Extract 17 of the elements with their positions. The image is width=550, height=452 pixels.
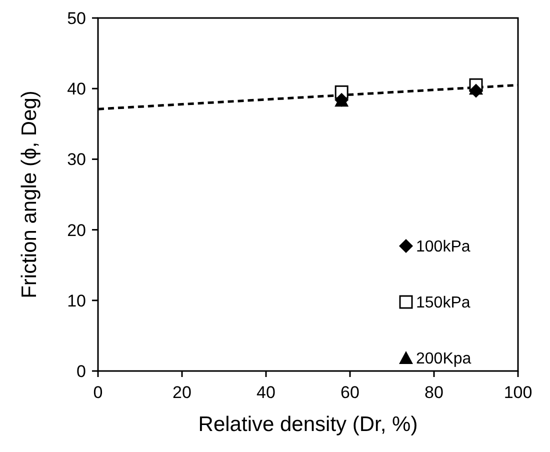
y-tick-label: 50	[67, 8, 86, 28]
legend-label: 150kPa	[416, 294, 470, 312]
legend-label: 200Kpa	[416, 350, 472, 368]
y-tick-label: 40	[67, 80, 86, 99]
x-tick-label: 80	[424, 383, 444, 402]
y-tick-label: 0	[76, 362, 86, 381]
y-axis-title: Friction angle (ϕ, Deg)	[18, 90, 41, 298]
x-tick-label: 20	[172, 383, 192, 402]
legend-label: 100kPa	[416, 238, 470, 256]
x-tick-label: 100	[504, 383, 532, 402]
y-tick-label: 30	[67, 150, 86, 170]
x-tick-label: 0	[93, 383, 103, 402]
y-tick-label: 20	[67, 220, 86, 240]
x-tick-label: 60	[340, 383, 360, 402]
x-axis-title: Relative density (Dr, %)	[198, 413, 418, 436]
x-tick-label: 40	[256, 383, 276, 402]
y-tick-label: 10	[67, 291, 86, 310]
